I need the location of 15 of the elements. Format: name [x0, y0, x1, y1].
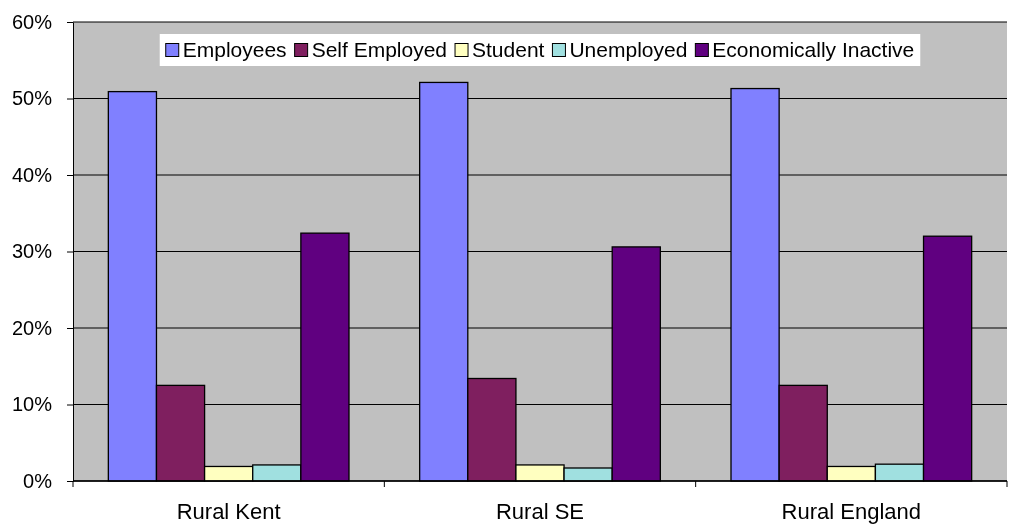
y-tick-label: 30%: [11, 240, 53, 263]
x-tick-label: Rural England: [781, 498, 922, 524]
y-tick-label: 60%: [11, 10, 53, 33]
y-tick-label: 40%: [11, 163, 53, 186]
legend-label: Student: [472, 38, 545, 62]
legend-label: Self Employed: [311, 38, 448, 62]
x-tick-label: Rural Kent: [176, 498, 281, 524]
legend-label: Economically Inactive: [712, 38, 915, 62]
y-tick-label: 10%: [11, 393, 53, 416]
y-tick-label: 20%: [11, 316, 53, 339]
y-tick-label: 50%: [11, 87, 53, 110]
y-tick-label: 0%: [23, 469, 53, 492]
x-tick-label: Rural SE: [495, 498, 585, 524]
legend-label: Unemployed: [569, 38, 688, 62]
legend-label: Employees: [182, 38, 287, 62]
